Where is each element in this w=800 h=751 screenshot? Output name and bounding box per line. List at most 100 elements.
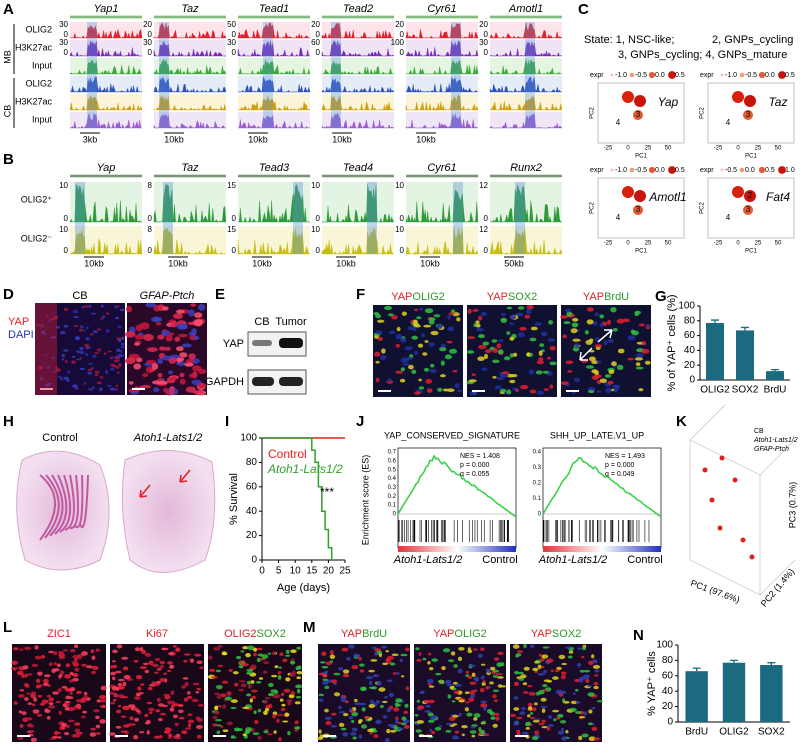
cell xyxy=(516,729,521,733)
error-bar xyxy=(767,662,776,666)
cell xyxy=(513,352,518,357)
cell xyxy=(257,735,262,741)
cell xyxy=(384,737,390,743)
cell xyxy=(577,662,582,668)
band xyxy=(279,377,303,386)
cell xyxy=(56,663,61,667)
cell xyxy=(99,376,104,379)
cell xyxy=(375,700,381,704)
cell xyxy=(452,735,459,740)
cell xyxy=(565,360,574,365)
cell xyxy=(197,734,202,739)
cell xyxy=(279,652,284,656)
legend-value: -0.5 xyxy=(635,72,647,79)
cell xyxy=(537,672,545,676)
group-label: MB xyxy=(2,50,12,64)
cell xyxy=(212,723,218,727)
cube-edge xyxy=(759,439,796,476)
track-scale: 12 xyxy=(479,181,488,190)
cell xyxy=(399,699,403,702)
cell xyxy=(33,697,37,702)
point-label: 3 xyxy=(636,205,641,214)
cell xyxy=(90,312,97,315)
cell xyxy=(546,727,551,731)
cell xyxy=(116,354,122,357)
cell xyxy=(330,724,338,728)
track-signal xyxy=(69,112,142,129)
track-scale: 20 xyxy=(311,20,320,29)
cell xyxy=(588,356,596,362)
legend-value: 0.0 xyxy=(765,72,775,79)
cell xyxy=(448,312,455,316)
cell xyxy=(60,331,66,335)
cell xyxy=(630,329,636,334)
x-tick-label: -25 xyxy=(714,241,723,247)
cell xyxy=(174,722,179,727)
scale-bar-label: 50kb xyxy=(504,258,524,268)
track-scale: 0 xyxy=(484,246,489,255)
cell xyxy=(137,686,142,691)
cell xyxy=(55,366,58,370)
state-text: State: 1, NSC-like; xyxy=(584,34,674,46)
cell xyxy=(57,375,63,378)
cell xyxy=(411,335,418,340)
cell xyxy=(63,732,70,736)
cell xyxy=(277,671,282,675)
cell xyxy=(198,304,206,311)
point-label: 3 xyxy=(746,110,751,119)
cell xyxy=(541,654,549,659)
y-axis-label: % Survival xyxy=(228,473,240,525)
track-scale: 0 xyxy=(400,214,405,223)
cell xyxy=(467,647,471,651)
cell xyxy=(627,335,636,341)
cell xyxy=(461,725,468,729)
cell xyxy=(427,652,432,656)
cell xyxy=(635,366,644,370)
cell xyxy=(574,342,580,348)
cell xyxy=(168,370,174,375)
track-scale: 0 xyxy=(232,30,237,39)
cell xyxy=(517,650,523,654)
cell xyxy=(118,685,125,690)
y-tick-label: 0.2 xyxy=(388,494,397,500)
cell xyxy=(592,321,598,326)
cell xyxy=(61,357,65,361)
legend-value: -1.0 xyxy=(725,72,737,79)
cell xyxy=(446,388,455,393)
cell xyxy=(534,322,542,326)
x-tick-label: 0 xyxy=(736,146,740,152)
cell xyxy=(181,343,192,348)
cell xyxy=(261,654,269,659)
legend-swatch xyxy=(610,168,614,172)
cell xyxy=(283,688,291,693)
track-scale: 0 xyxy=(400,48,405,57)
cell xyxy=(115,384,119,387)
cell xyxy=(338,711,346,714)
cell xyxy=(164,727,171,731)
panel-label: H xyxy=(3,413,14,430)
track-signal xyxy=(153,40,226,57)
cell xyxy=(427,712,434,717)
gene-name: Amotl1 xyxy=(648,190,686,204)
cell xyxy=(230,706,237,710)
cell xyxy=(513,707,520,711)
cell xyxy=(593,681,599,686)
title-part: SOX2 xyxy=(257,628,286,640)
panel-label: E xyxy=(215,286,225,303)
folia xyxy=(59,474,72,533)
y-tick-label: 0 xyxy=(393,512,397,518)
cell xyxy=(515,312,524,317)
track-bg xyxy=(154,58,226,74)
cell xyxy=(518,677,524,681)
cell xyxy=(390,729,397,733)
cell xyxy=(388,692,395,698)
image-title: YAPBrdU xyxy=(341,628,387,640)
cell xyxy=(94,374,99,376)
cell xyxy=(246,680,252,685)
cell xyxy=(157,358,163,365)
track-signal xyxy=(69,230,143,255)
track-signal xyxy=(238,184,310,223)
track-label: Input xyxy=(32,114,53,124)
cell xyxy=(44,383,50,387)
axis-label: PC3 (0.7%) xyxy=(787,482,797,529)
